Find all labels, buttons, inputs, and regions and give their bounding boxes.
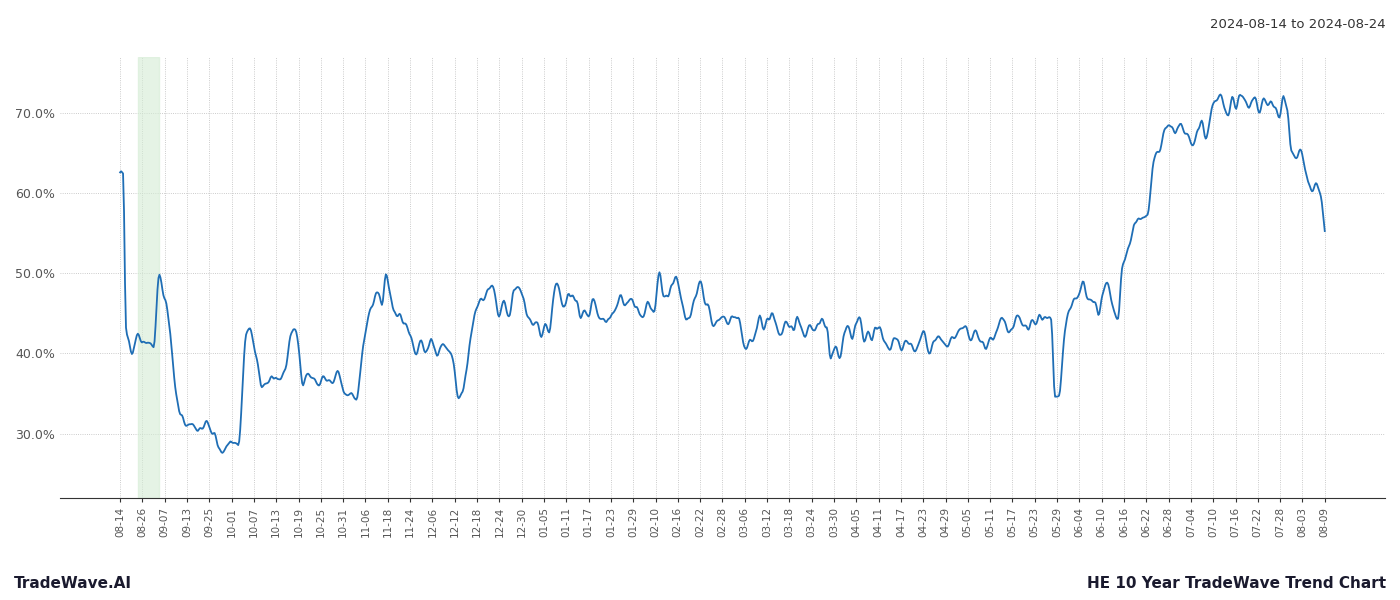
Text: TradeWave.AI: TradeWave.AI bbox=[14, 576, 132, 591]
Bar bbox=[137, 57, 160, 498]
Text: HE 10 Year TradeWave Trend Chart: HE 10 Year TradeWave Trend Chart bbox=[1086, 576, 1386, 591]
Text: 2024-08-14 to 2024-08-24: 2024-08-14 to 2024-08-24 bbox=[1211, 18, 1386, 31]
